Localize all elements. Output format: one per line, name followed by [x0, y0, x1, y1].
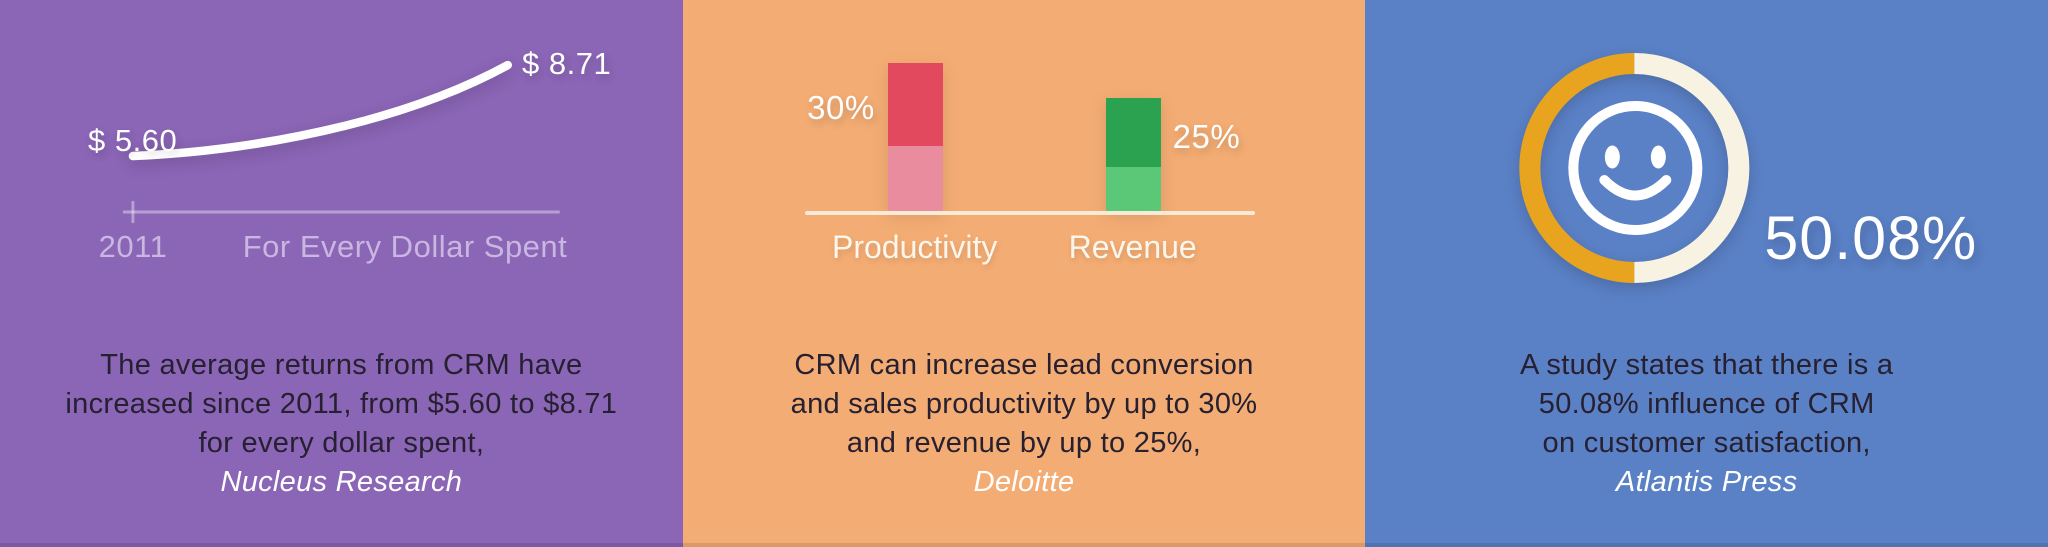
caption-source: Nucleus Research: [220, 466, 463, 498]
caption-line: The average returns from CRM have: [100, 349, 583, 381]
satisfaction-percentage-label: 50.08%: [1764, 204, 1978, 272]
x-axis-title: For Every Dollar Spent: [242, 229, 568, 264]
growth-curve: [128, 60, 513, 161]
smiley-face-icon: [1568, 101, 1703, 235]
caption-line: and sales productivity by up to 30%: [790, 388, 1258, 420]
donut-filled-half: [1519, 53, 1635, 283]
bar-productivity-bottom-segment: [887, 146, 943, 211]
caption-line: on customer satisfaction,: [1542, 427, 1871, 459]
caption-line: for every dollar spent,: [198, 427, 485, 459]
start-value-label: $ 5.60: [88, 123, 178, 158]
caption-line: increased since 2011, from $5.60 to $8.7…: [65, 388, 618, 420]
bar-revenue-bottom-segment: [1105, 167, 1161, 211]
end-value-label: $ 8.71: [522, 46, 612, 81]
x-tick-label-2011: 2011: [98, 229, 168, 264]
bottom-edge-shade: [0, 543, 2048, 547]
revenue-category-label: Revenue: [1068, 229, 1197, 265]
panel-crm-satisfaction: 50.08% A study states that there is a 50…: [1365, 0, 2048, 547]
caption-crm-returns: The average returns from CRM have increa…: [11, 346, 671, 502]
bar-productivity: [887, 63, 943, 211]
productivity-value-label: 30%: [807, 89, 875, 126]
caption-source: Atlantis Press: [1615, 466, 1798, 498]
revenue-value-label: 25%: [1172, 118, 1241, 155]
donut-rest-half: [1634, 53, 1750, 283]
bar-chart-axis-line: [804, 211, 1255, 215]
bar-productivity-top-segment: [887, 63, 943, 146]
caption-source: Deloitte: [973, 466, 1075, 498]
caption-line: CRM can increase lead conversion: [794, 349, 1254, 381]
caption-crm-productivity-revenue: CRM can increase lead conversion and sal…: [694, 346, 1354, 502]
caption-line: A study states that there is a: [1520, 349, 1894, 381]
caption-line: 50.08% influence of CRM: [1538, 388, 1875, 420]
productivity-category-label: Productivity: [831, 229, 998, 265]
bar-revenue: [1105, 98, 1161, 211]
panel-crm-returns: $ 5.60 $ 8.71 2011 For Every Dollar Spen…: [0, 0, 683, 547]
caption-crm-satisfaction: A study states that there is a 50.08% in…: [1377, 346, 2037, 502]
bar-revenue-top-segment: [1105, 98, 1161, 167]
panel-crm-productivity-revenue: 30% 25% Productivity Revenue CRM can inc…: [682, 0, 1366, 547]
caption-line: and revenue by up to 25%,: [846, 427, 1202, 459]
